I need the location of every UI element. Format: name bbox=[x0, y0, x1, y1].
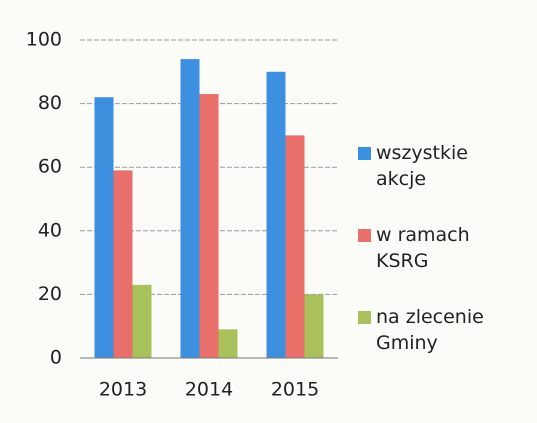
legend-label: w ramach KSRG bbox=[376, 224, 470, 272]
bar bbox=[266, 71, 286, 359]
bar bbox=[132, 284, 152, 358]
bar bbox=[218, 329, 238, 358]
bar bbox=[199, 94, 219, 358]
y-tick-label: 60 bbox=[38, 156, 62, 178]
bar bbox=[304, 294, 324, 358]
x-tick-label: 2015 bbox=[271, 379, 319, 401]
bar bbox=[285, 135, 305, 358]
y-tick-label: 80 bbox=[38, 92, 62, 114]
bar bbox=[180, 59, 200, 358]
legend: wszystkie akcje w ramach KSRG na zlecenie … bbox=[358, 140, 508, 386]
bar bbox=[94, 97, 114, 359]
x-tick-label: 2013 bbox=[99, 379, 147, 401]
bar bbox=[113, 170, 133, 358]
legend-label: wszystkie akcje bbox=[376, 142, 468, 190]
x-tick-label: 2014 bbox=[185, 379, 233, 401]
y-tick-label: 20 bbox=[38, 283, 62, 305]
legend-label: na zlecenie Gminy bbox=[376, 306, 484, 354]
legend-item: wszystkie akcje bbox=[358, 140, 508, 222]
legend-item: na zlecenie Gminy bbox=[358, 304, 508, 386]
y-tick-label: 100 bbox=[26, 29, 62, 51]
y-tick-label: 0 bbox=[50, 347, 62, 369]
legend-item: w ramach KSRG bbox=[358, 222, 508, 304]
legend-swatch bbox=[358, 147, 371, 160]
legend-swatch bbox=[358, 311, 371, 324]
legend-swatch bbox=[358, 229, 371, 242]
y-tick-label: 40 bbox=[38, 219, 62, 241]
